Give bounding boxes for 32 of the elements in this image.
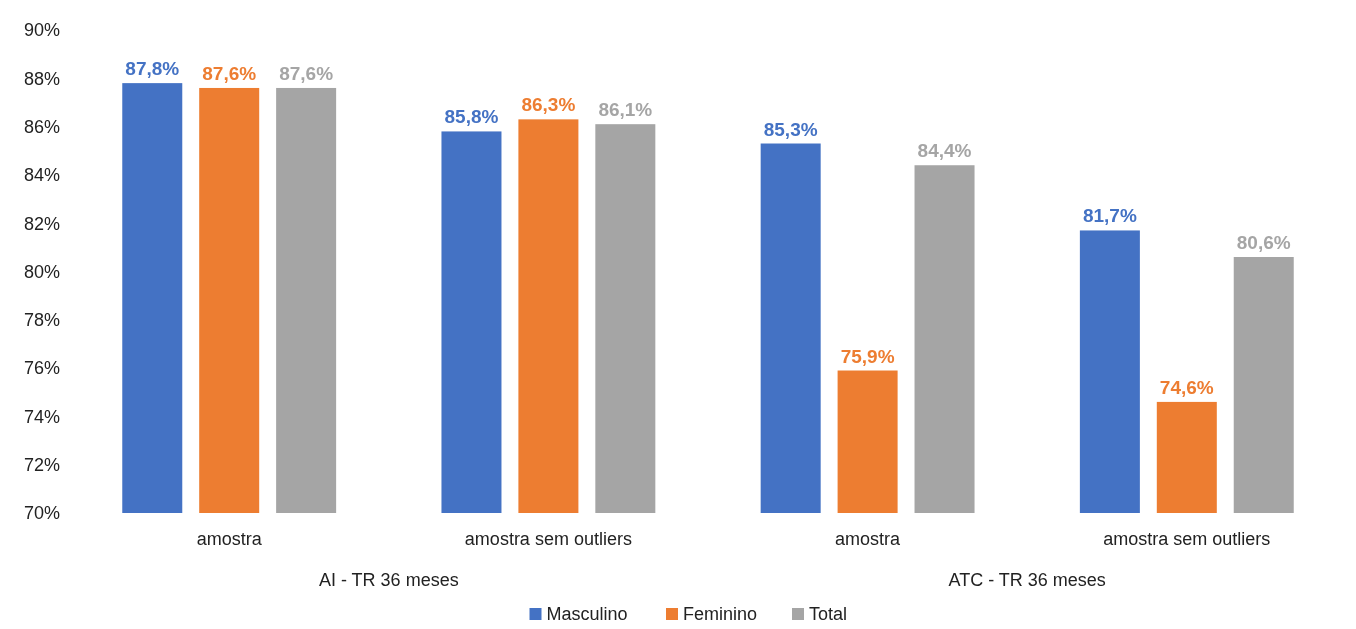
y-tick-label: 78% xyxy=(23,310,60,331)
data-label: 87,8% xyxy=(125,58,180,80)
y-tick-label: 88% xyxy=(23,68,60,89)
text: AI - TR 36 meses xyxy=(318,570,459,590)
legend-label: Feminino xyxy=(683,604,758,624)
y-tick-label: 84% xyxy=(23,165,60,186)
data-label: 75,9% xyxy=(840,345,895,367)
y-tick-label: 70% xyxy=(23,503,60,524)
y-tick-label: 74% xyxy=(23,406,60,427)
x-tick-label: amostra sem outliers xyxy=(464,529,632,549)
data-label: 74,6% xyxy=(1159,376,1214,398)
data-label: 86,1% xyxy=(598,99,653,121)
y-tick-label: 90% xyxy=(23,20,60,41)
y-tick-label: 80% xyxy=(23,261,60,282)
x-tick-label: amostra sem outliers xyxy=(1103,529,1271,549)
data-label: 87,6% xyxy=(279,62,334,84)
data-label: 80,6% xyxy=(1236,232,1291,254)
legend-label: Masculino xyxy=(546,604,628,624)
data-label: 86,3% xyxy=(521,94,576,116)
data-label: 85,8% xyxy=(444,106,499,128)
data-label: 87,6% xyxy=(202,62,257,84)
x-tick-label: amostra xyxy=(196,529,263,549)
data-label: 81,7% xyxy=(1082,205,1137,227)
data-label: 85,3% xyxy=(763,118,818,140)
data-label: 84,4% xyxy=(917,140,972,162)
text: ATC - TR 36 meses xyxy=(948,570,1106,590)
y-tick-label: 72% xyxy=(23,455,60,475)
y-tick-label: 76% xyxy=(23,358,60,379)
y-tick-label: 82% xyxy=(23,213,60,234)
x-tick-label: amostra xyxy=(835,529,902,549)
y-tick-label: 86% xyxy=(23,116,60,137)
legend-label: Total xyxy=(809,604,848,624)
